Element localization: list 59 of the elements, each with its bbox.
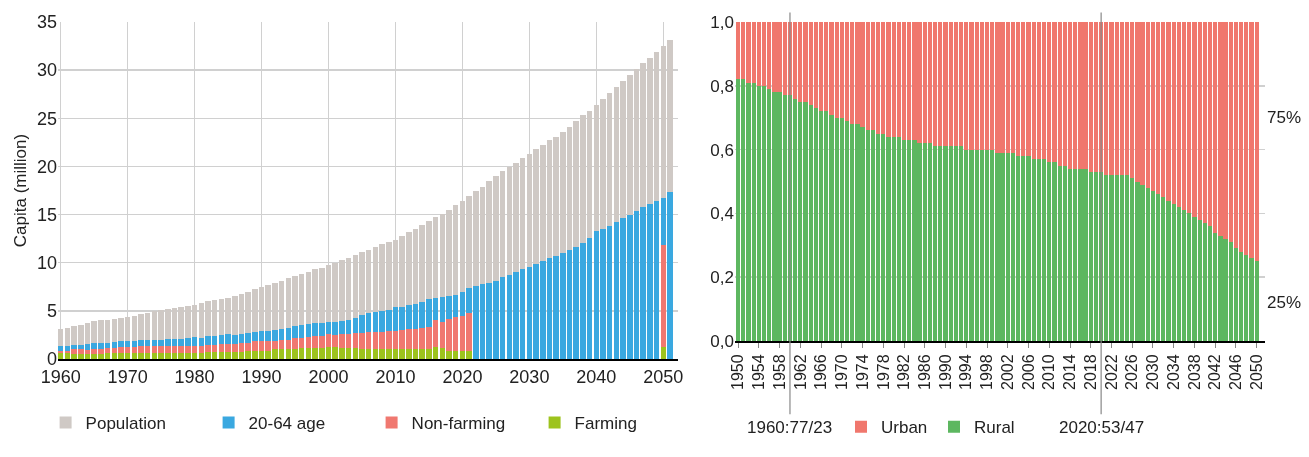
x-tick-label: 1994: [957, 354, 975, 390]
legend-label: 20-64 age: [248, 414, 326, 434]
legend-label: Non-farming: [411, 414, 506, 434]
y-tick-label: 0,0: [710, 331, 734, 351]
x-tick-label: 1966: [812, 354, 830, 390]
x-tick-label: 2018: [1081, 354, 1099, 390]
x-tick-label: 1982: [895, 354, 913, 390]
y-tick-label: 0,8: [710, 76, 734, 96]
x-tick-label: 2050: [643, 366, 684, 387]
annotation: 75%: [1267, 108, 1302, 127]
y-tick-label: 15: [36, 204, 57, 225]
x-tick-label: 2050: [1247, 354, 1265, 390]
x-tick-label: 2002: [998, 354, 1016, 390]
x-tick-label: 1978: [874, 354, 892, 390]
x-tick-label: 1998: [978, 354, 996, 390]
y-tick-label: 35: [36, 12, 57, 33]
legend-label: Population: [85, 414, 166, 434]
y-tick-label: 25: [36, 108, 57, 129]
y-tick-label: 1,0: [710, 12, 734, 32]
x-tick-label: 1970: [833, 354, 851, 390]
ref-line-label: 1960:77/23: [747, 418, 833, 437]
x-tick-label: 1958: [770, 354, 788, 390]
x-tick-label: 1954: [750, 354, 768, 390]
legend-label: Urban: [881, 418, 928, 438]
x-tick-label: 1950: [729, 354, 747, 390]
y-tick-label: 0,6: [710, 140, 734, 160]
x-tick-label: 1980: [174, 366, 215, 387]
x-tick-label: 2014: [1061, 354, 1079, 390]
x-tick-label: 2040: [576, 366, 617, 387]
x-tick-label: 2042: [1206, 354, 1224, 390]
x-tick-label: 2010: [375, 366, 416, 387]
y-tick-label: 0,2: [710, 268, 734, 288]
y-tick-label: 10: [36, 253, 57, 274]
x-tick-label: 2026: [1123, 354, 1141, 390]
x-tick-label: 1990: [936, 354, 954, 390]
y-axis-title: Capita (million): [10, 133, 30, 248]
x-tick-label: 2000: [308, 366, 349, 387]
ref-line-label: 2020:53/47: [1059, 418, 1145, 437]
y-tick-label: 0,4: [710, 204, 734, 224]
y-tick-label: 20: [36, 156, 57, 177]
x-tick-label: 1970: [107, 366, 148, 387]
x-tick-label: 1990: [241, 366, 282, 387]
x-tick-label: 1962: [791, 354, 809, 390]
annotation: 25%: [1267, 293, 1302, 312]
x-tick-label: 2030: [1144, 354, 1162, 390]
y-tick-label: 5: [46, 301, 57, 322]
x-tick-label: 2010: [1040, 354, 1058, 390]
x-tick-label: 2034: [1164, 354, 1182, 390]
x-tick-label: 2022: [1102, 354, 1120, 390]
x-tick-label: 1974: [853, 354, 871, 390]
y-tick-label: 30: [36, 60, 57, 81]
x-tick-label: 2038: [1185, 354, 1203, 390]
legend-label: Rural: [974, 418, 1015, 438]
x-tick-label: 2006: [1019, 354, 1037, 390]
legend-label: Farming: [574, 414, 637, 434]
x-tick-label: 1986: [916, 354, 933, 390]
x-tick-label: 2020: [442, 366, 483, 387]
x-tick-label: 2030: [509, 366, 550, 387]
x-tick-label: 2046: [1227, 354, 1245, 390]
